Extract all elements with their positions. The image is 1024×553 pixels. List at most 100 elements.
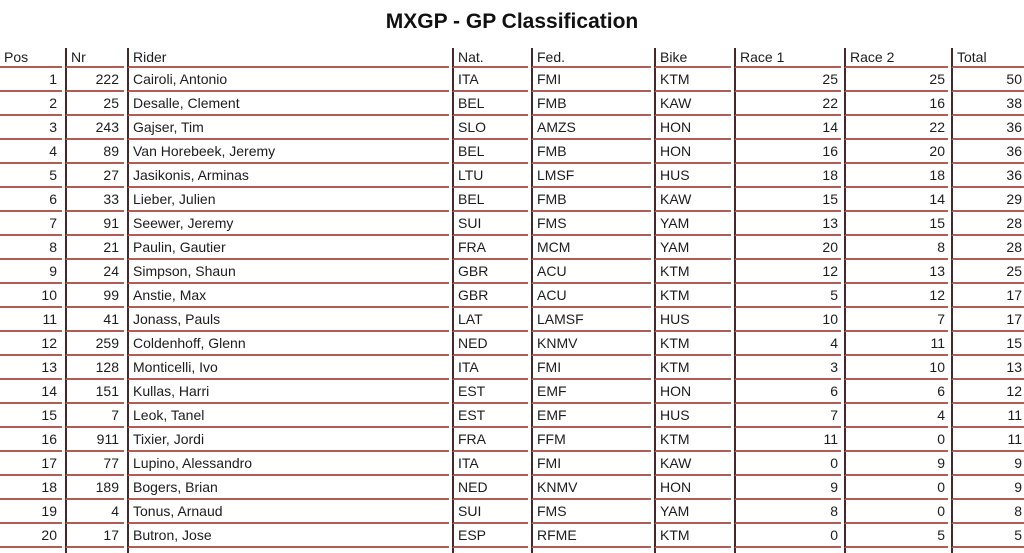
cell-total: 11 <box>951 428 1024 452</box>
cell-nat: GBR <box>452 260 528 284</box>
cell-pos: 18 <box>0 476 62 500</box>
cell-pos: 11 <box>0 308 62 332</box>
cell-bike: KTM <box>654 356 731 380</box>
cell-pos: 12 <box>0 332 62 356</box>
cell-nr: 27 <box>65 164 124 188</box>
cell-fed: ACU <box>531 284 651 308</box>
cell-race1: 9 <box>734 476 841 500</box>
cell-nat: EST <box>452 380 528 404</box>
column-header-bike: Bike <box>654 48 731 68</box>
cell-rider: Paulin, Gautier <box>127 236 449 260</box>
cell-race1: 0 <box>734 524 841 548</box>
cell-race2: 7 <box>844 308 948 332</box>
cell-race2: 0 <box>844 428 948 452</box>
cell-nat: ITA <box>452 356 528 380</box>
cell-nat: BEL <box>452 140 528 164</box>
table-row: 18 189 Bogers, Brian NED KNMV HON 9 0 9 <box>0 476 1024 500</box>
cell-nr: 21 <box>65 236 124 260</box>
cell-fed: FMB <box>531 188 651 212</box>
cell-fed: AMZS <box>531 116 651 140</box>
cell-nr: 7 <box>65 404 124 428</box>
cell-total: 36 <box>951 116 1024 140</box>
cell-race1: 14 <box>734 116 841 140</box>
column-header-pos: Pos <box>0 48 62 68</box>
cell-race1: 5 <box>734 284 841 308</box>
cell-fed: FFM <box>531 428 651 452</box>
cell-rider: Lupino, Alessandro <box>127 452 449 476</box>
cell-fed: ACU <box>531 260 651 284</box>
cell-rider: Monticelli, Ivo <box>127 356 449 380</box>
cell-nr: 41 <box>65 308 124 332</box>
cell-nat: ITA <box>452 68 528 92</box>
cell-nat: BEL <box>452 92 528 116</box>
cell-nr: 911 <box>65 428 124 452</box>
cell-race2: 18 <box>844 164 948 188</box>
cell-nr: 89 <box>65 140 124 164</box>
cell-race1: 15 <box>734 188 841 212</box>
cell-pos: 7 <box>0 212 62 236</box>
cell-total: 11 <box>951 404 1024 428</box>
cell-race2: 10 <box>844 356 948 380</box>
column-header-nat: Nat. <box>452 48 528 68</box>
cell-total: 17 <box>951 308 1024 332</box>
cell-nr: 243 <box>65 116 124 140</box>
cell-nr: 259 <box>65 332 124 356</box>
cell-fed: LAMSF <box>531 308 651 332</box>
cell-race1: 11 <box>734 428 841 452</box>
cell-nat: LAT <box>452 308 528 332</box>
cell-total: 9 <box>951 476 1024 500</box>
cell-race1: 18 <box>734 164 841 188</box>
cell-nr: 91 <box>65 212 124 236</box>
cell-nr: 151 <box>65 380 124 404</box>
table-row: 14 151 Kullas, Harri EST EMF HON 6 6 12 <box>0 380 1024 404</box>
cell-race2: 25 <box>844 68 948 92</box>
cell-race2: 0 <box>844 500 948 524</box>
table-row: 5 27 Jasikonis, Arminas LTU LMSF HUS 18 18 36 <box>0 164 1024 188</box>
cell-nr: 17 <box>65 524 124 548</box>
classification-table: Pos Nr Rider Nat. Fed. Bike Race 1 Race 2 Total … <box>0 48 1024 553</box>
cell-rider: Bogers, Brian <box>127 476 449 500</box>
cell-race2: 8 <box>844 236 948 260</box>
cell-race2: 13 <box>844 260 948 284</box>
table-row: 4 89 Van Horebeek, Jeremy BEL FMB HON 16 20 36 <box>0 140 1024 164</box>
cell-race1: 6 <box>734 380 841 404</box>
cell-rider: Seewer, Jeremy <box>127 212 449 236</box>
table-row: 8 21 Paulin, Gautier FRA MCM YAM 20 8 28 <box>0 236 1024 260</box>
cell-total: 25 <box>951 260 1024 284</box>
cell-pos: 4 <box>0 140 62 164</box>
cell-pos: 5 <box>0 164 62 188</box>
cell-fed: FMB <box>531 92 651 116</box>
table-row: 1 222 Cairoli, Antonio ITA FMI KTM 25 25 50 <box>0 68 1024 92</box>
cell-nr: 25 <box>65 92 124 116</box>
cell-bike: KAW <box>654 452 731 476</box>
table-row: 9 24 Simpson, Shaun GBR ACU KTM 12 13 25 <box>0 260 1024 284</box>
cell-fed: FMI <box>531 356 651 380</box>
cell-bike: HON <box>654 116 731 140</box>
cell-bike: HUS <box>654 404 731 428</box>
cell-race1: 13 <box>734 212 841 236</box>
table-row: 13 128 Monticelli, Ivo ITA FMI KTM 3 10 13 <box>0 356 1024 380</box>
cell-race2: 9 <box>844 452 948 476</box>
cell-race2: 4 <box>844 404 948 428</box>
column-header-race1: Race 1 <box>734 48 841 68</box>
cell-nr: 4 <box>65 500 124 524</box>
cell-pos: 1 <box>0 68 62 92</box>
cell-fed: KNMV <box>531 476 651 500</box>
cell-empty <box>844 548 948 553</box>
table-row: 15 7 Leok, Tanel EST EMF HUS 7 4 11 <box>0 404 1024 428</box>
table-row: 12 259 Coldenhoff, Glenn NED KNMV KTM 4 11 15 <box>0 332 1024 356</box>
page-title: MXGP - GP Classification <box>385 10 639 33</box>
cell-bike: HUS <box>654 308 731 332</box>
cell-pos: 2 <box>0 92 62 116</box>
cell-rider: Butron, Jose <box>127 524 449 548</box>
table-row: 11 41 Jonass, Pauls LAT LAMSF HUS 10 7 17 <box>0 308 1024 332</box>
column-header-race2: Race 2 <box>844 48 948 68</box>
cell-nat: ESP <box>452 524 528 548</box>
cell-empty <box>951 548 1024 553</box>
cell-rider: Jasikonis, Arminas <box>127 164 449 188</box>
cell-fed: FMI <box>531 68 651 92</box>
cell-race1: 10 <box>734 308 841 332</box>
cell-race1: 8 <box>734 500 841 524</box>
cell-fed: LMSF <box>531 164 651 188</box>
cell-total: 29 <box>951 188 1024 212</box>
